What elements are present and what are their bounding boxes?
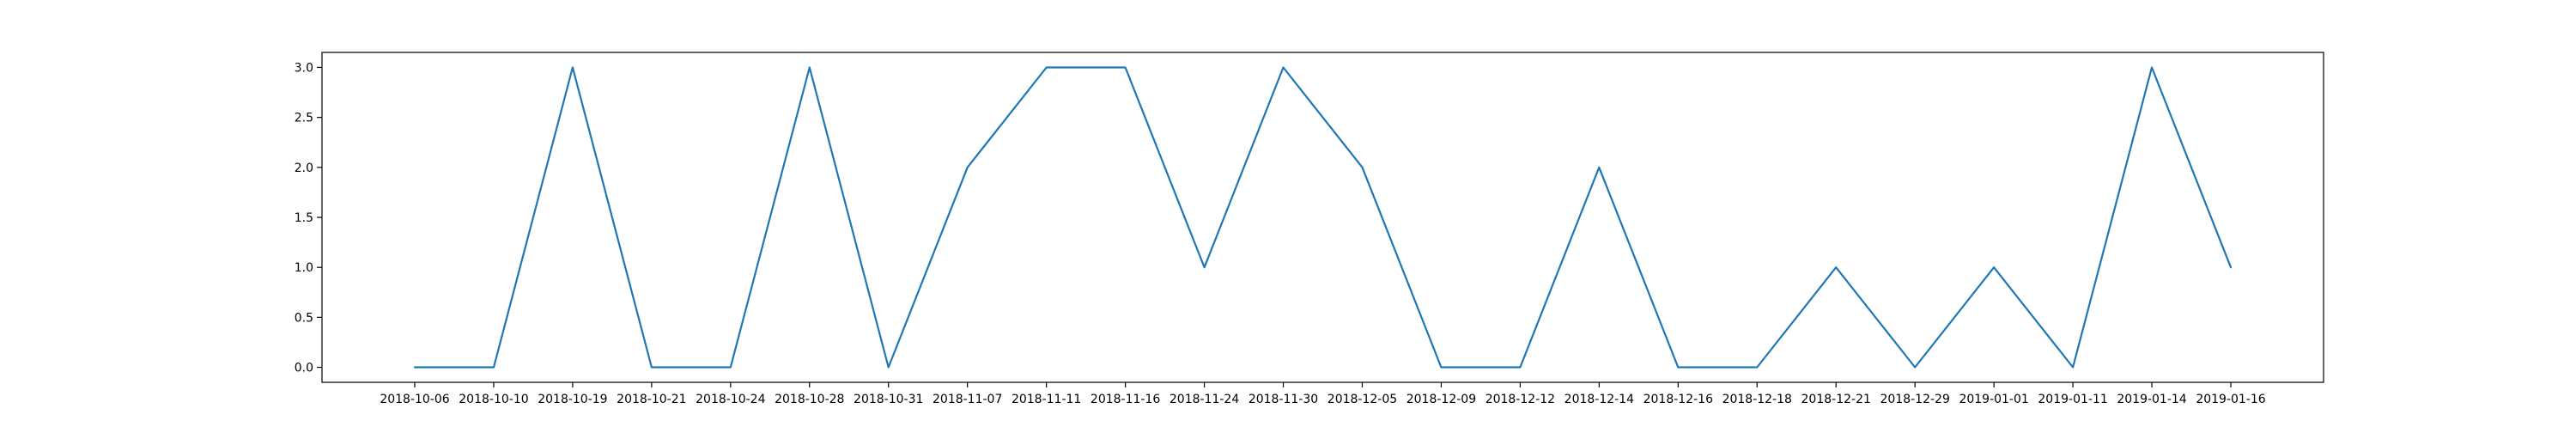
data-point <box>2071 366 2075 369</box>
data-point <box>1913 366 1917 369</box>
x-tick-label: 2018-12-29 <box>1880 393 1949 406</box>
data-point <box>1124 65 1127 69</box>
plot-frame <box>321 52 2324 383</box>
x-tick-label: 2018-11-11 <box>1012 393 1081 406</box>
data-point <box>1597 166 1601 169</box>
data-point <box>2150 65 2154 69</box>
data-point <box>1676 366 1680 369</box>
data-point <box>1045 65 1048 69</box>
data-point <box>1834 265 1838 269</box>
x-tick-label: 2018-12-09 <box>1406 393 1476 406</box>
x-tick-label: 2018-12-18 <box>1722 393 1792 406</box>
data-point <box>808 65 811 69</box>
data-point <box>1360 166 1364 169</box>
data-point <box>2229 265 2233 269</box>
x-tick-label: 2018-12-12 <box>1485 393 1555 406</box>
x-tick-label: 2018-10-31 <box>854 393 923 406</box>
y-tick-label: 3.0 <box>295 61 313 75</box>
x-tick-label: 2018-11-30 <box>1249 393 1318 406</box>
data-point <box>729 366 732 369</box>
x-tick-label: 2018-11-16 <box>1091 393 1160 406</box>
data-point <box>887 366 890 369</box>
y-tick-label: 1.0 <box>295 261 313 275</box>
y-tick-label: 0.0 <box>295 362 313 375</box>
data-point <box>413 366 416 369</box>
x-tick-label: 2018-10-24 <box>696 393 765 406</box>
y-tick-label: 0.5 <box>295 311 313 325</box>
x-tick-label: 2018-12-21 <box>1801 393 1871 406</box>
data-point <box>1282 65 1285 69</box>
plot-area: 0.0 0.5 1.0 1.5 2.0 2.5 3.0 2018-10-06 2018-10-1… <box>295 52 2324 406</box>
x-tick-label: 2018-11-07 <box>933 393 1002 406</box>
x-tick-label: 2018-10-21 <box>617 393 686 406</box>
data-point <box>1518 366 1522 369</box>
x-tick-label: 2019-01-14 <box>2117 393 2186 406</box>
data-point <box>650 366 653 369</box>
x-tick-label: 2018-12-14 <box>1564 393 1634 406</box>
x-tick-label: 2018-10-10 <box>459 393 528 406</box>
data-point <box>1203 265 1206 269</box>
x-tick-label: 2019-01-11 <box>2038 393 2107 406</box>
x-tick-label: 2018-11-24 <box>1170 393 1239 406</box>
x-tick-label: 2018-12-05 <box>1327 393 1397 406</box>
x-tick-label: 2018-10-19 <box>538 393 607 406</box>
y-tick-label: 1.5 <box>295 211 313 225</box>
data-point <box>1755 366 1759 369</box>
x-tick-label: 2019-01-01 <box>1959 393 2028 406</box>
series-line <box>413 66 2233 369</box>
x-tick-label: 2019-01-16 <box>2196 393 2265 406</box>
data-point <box>966 166 969 169</box>
data-point <box>1439 366 1443 369</box>
x-tick-label: 2018-10-06 <box>380 393 449 406</box>
data-point <box>492 366 495 369</box>
data-point <box>571 65 574 69</box>
y-tick-label: 2.5 <box>295 112 313 125</box>
y-tick-label: 2.0 <box>295 162 313 175</box>
data-point <box>1992 265 1996 269</box>
x-tick-label: 2018-12-16 <box>1643 393 1713 406</box>
x-tick-label: 2018-10-28 <box>775 393 844 406</box>
